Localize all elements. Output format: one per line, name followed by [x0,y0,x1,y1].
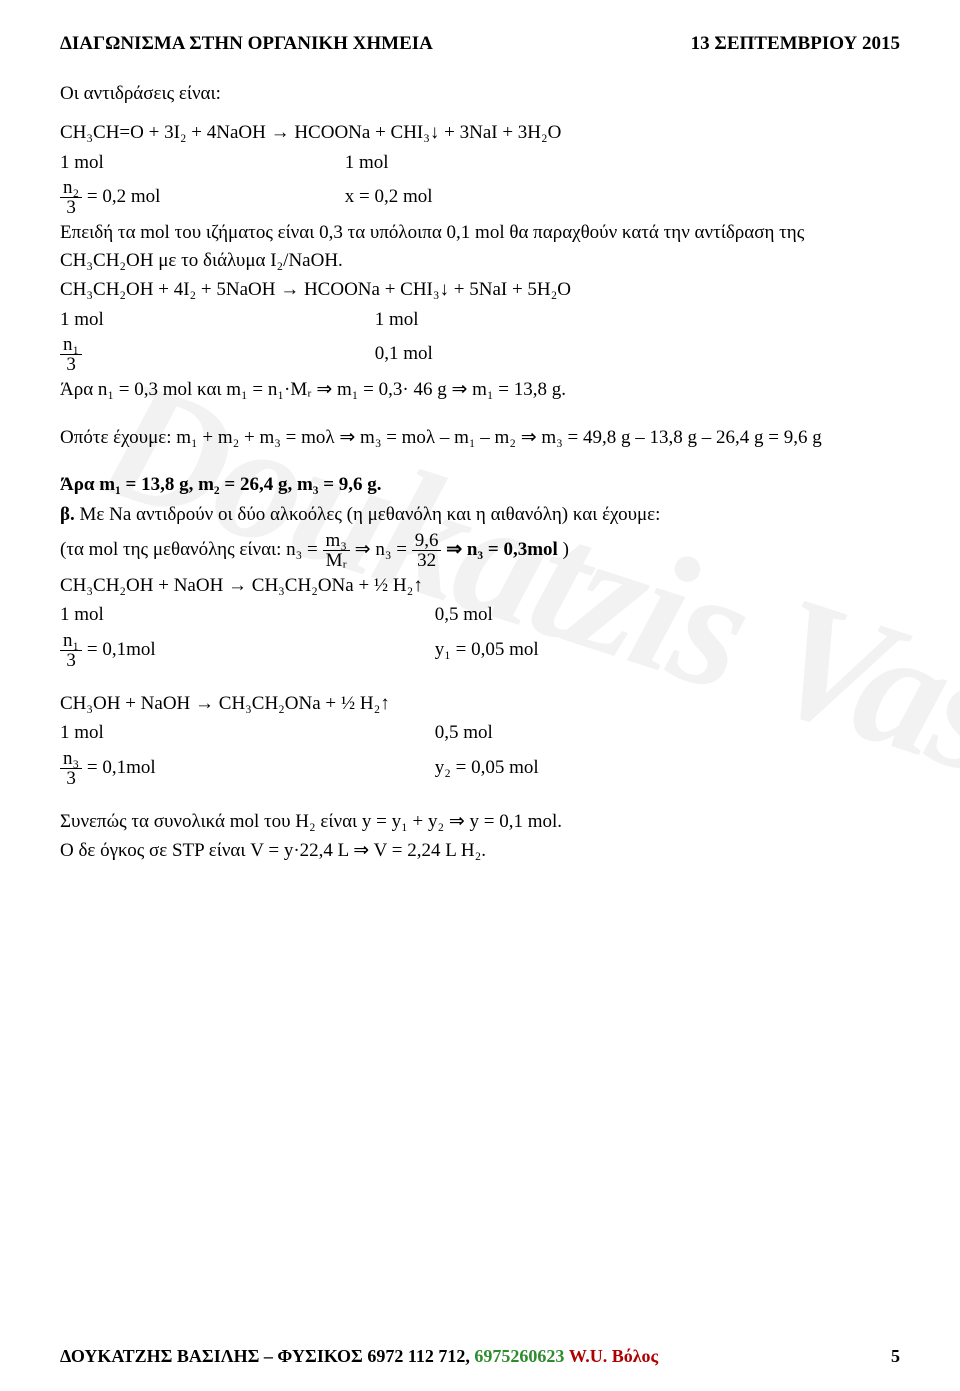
rx3-left: 1 mol [60,601,430,629]
frac-eq: = 0,2 mol [82,186,160,207]
frac-n1-3b: n₁ 3 [60,631,82,670]
rx4-left: 1 mol [60,719,430,747]
paragraph-8: Συνεπώς τα συνολικά mol του H₂ είναι y =… [60,808,900,836]
frac-den: 3 [60,355,82,374]
paragraph-3: Άρα n₁ = 0,3 mol και m₁ = n₁·Mᵣ ⇒ m₁ = 0… [60,376,900,404]
frac-num: m₃ [323,531,350,551]
rx3-y: y₁ = 0,05 mol [435,639,539,660]
rx2-left: 1 mol [60,306,370,334]
reaction-1-stoich: 1 mol 1 mol [60,149,900,177]
paragraph-5: Άρα m₁ = 13,8 g, m₂ = 26,4 g, m₃ = 9,6 g… [60,471,900,499]
rx1-right: 1 mol [345,152,389,173]
rx2-r2: 0,1 mol [375,343,433,364]
frac-den: Mᵣ [323,551,350,570]
reaction-4: CH₃OH + NaOH → CH₃CH₂ONa + ½ H₂↑ [60,690,900,718]
rx1-x: x = 0,2 mol [345,186,433,207]
reaction-4-stoich: 1 mol 0,5 mol [60,719,900,747]
intro-text: Οι αντιδράσεις είναι: [60,80,900,108]
rx4-y: y₂ = 0,05 mol [435,757,539,778]
frac-num: n₁ [60,631,82,651]
reaction-3: CH₃CH₂OH + NaOH → CH₃CH₂ONa + ½ H₂↑ [60,572,900,600]
reaction-1: CH₃CH=O + 3I₂ + 4NaOH → HCOONa + CHI₃↓ +… [60,119,900,147]
reaction-2: CH₃CH₂OH + 4I₂ + 5NaOH → HCOONa + CHI₃↓ … [60,276,900,304]
frac-den: 32 [412,551,442,570]
rx2-right: 1 mol [375,309,419,330]
paragraph-2: Επειδή τα mol του ιζήματος είναι 0,3 τα … [60,219,900,274]
header-left: ΔΙΑΓΩΝΙΣΜΑ ΣΤΗΝ ΟΡΓΑΝΙΚΗ ΧΗΜΕΙΑ [60,30,433,58]
reaction-3-frac: n₁ 3 = 0,1mol y₁ = 0,05 mol [60,631,900,670]
page-footer: ΔΟΥΚΑΤΖΗΣ ΒΑΣΙΛΗΣ – ΦΥΣΙΚΟΣ 6972 112 712… [60,1346,900,1367]
footer-phone1: 6972 112 712, [367,1346,474,1366]
frac-eq: = 0,1mol [82,639,156,660]
frac-den: 3 [60,651,82,670]
header-right: 13 ΣΕΠΤΕΜΒΡΙΟΥ 2015 [691,30,900,58]
page-number: 5 [891,1346,900,1367]
reaction-2-stoich: 1 mol 1 mol [60,306,900,334]
rx3-right: 0,5 mol [435,604,493,625]
reaction-4-frac: n₃ 3 = 0,1mol y₂ = 0,05 mol [60,749,900,788]
footer-wu: W.U. [569,1346,612,1366]
frac-num: n₂ [60,178,82,198]
frac-den: 3 [60,769,82,788]
frac-n3-3: n₃ 3 [60,749,82,788]
frac-eq: = 0,1mol [82,757,156,778]
frac-num: n₁ [60,335,82,355]
paragraph-6: β. Με Na αντιδρούν οι δύο αλκοόλες (η με… [60,501,900,529]
rx1-left: 1 mol [60,149,340,177]
frac-n2-3: n₂ 3 [60,178,82,217]
paragraph-7: (τα mol της μεθανόλης είναι: n₃ = m₃ Mᵣ … [60,531,900,570]
reaction-1-frac: n₂ 3 = 0,2 mol x = 0,2 mol [60,178,900,217]
page-header: ΔΙΑΓΩΝΙΣΜΑ ΣΤΗΝ ΟΡΓΑΝΙΚΗ ΧΗΜΕΙΑ 13 ΣΕΠΤΕ… [60,30,900,58]
frac-n1-3: n₁ 3 [60,335,82,374]
frac-num: 9,6 [412,531,442,551]
footer-name: ΔΟΥΚΑΤΖΗΣ ΒΑΣΙΛΗΣ – ΦΥΣΙΚΟΣ [60,1346,367,1366]
paragraph-4: Οπότε έχουμε: m₁ + m₂ + m₃ = mολ ⇒ m₃ = … [60,424,900,452]
footer-phone2: 6975260623 [474,1346,569,1366]
frac-den: 3 [60,198,82,217]
frac-num: n₃ [60,749,82,769]
frac-96-32: 9,6 32 [412,531,442,570]
reaction-3-stoich: 1 mol 0,5 mol [60,601,900,629]
footer-city: Βόλος [612,1346,658,1366]
frac-m3-Mr: m₃ Mᵣ [323,531,350,570]
reaction-2-frac: n₁ 3 0,1 mol [60,335,900,374]
rx4-right: 0,5 mol [435,722,493,743]
paragraph-9: Ο δε όγκος σε STP είναι V = y·22,4 L ⇒ V… [60,837,900,865]
